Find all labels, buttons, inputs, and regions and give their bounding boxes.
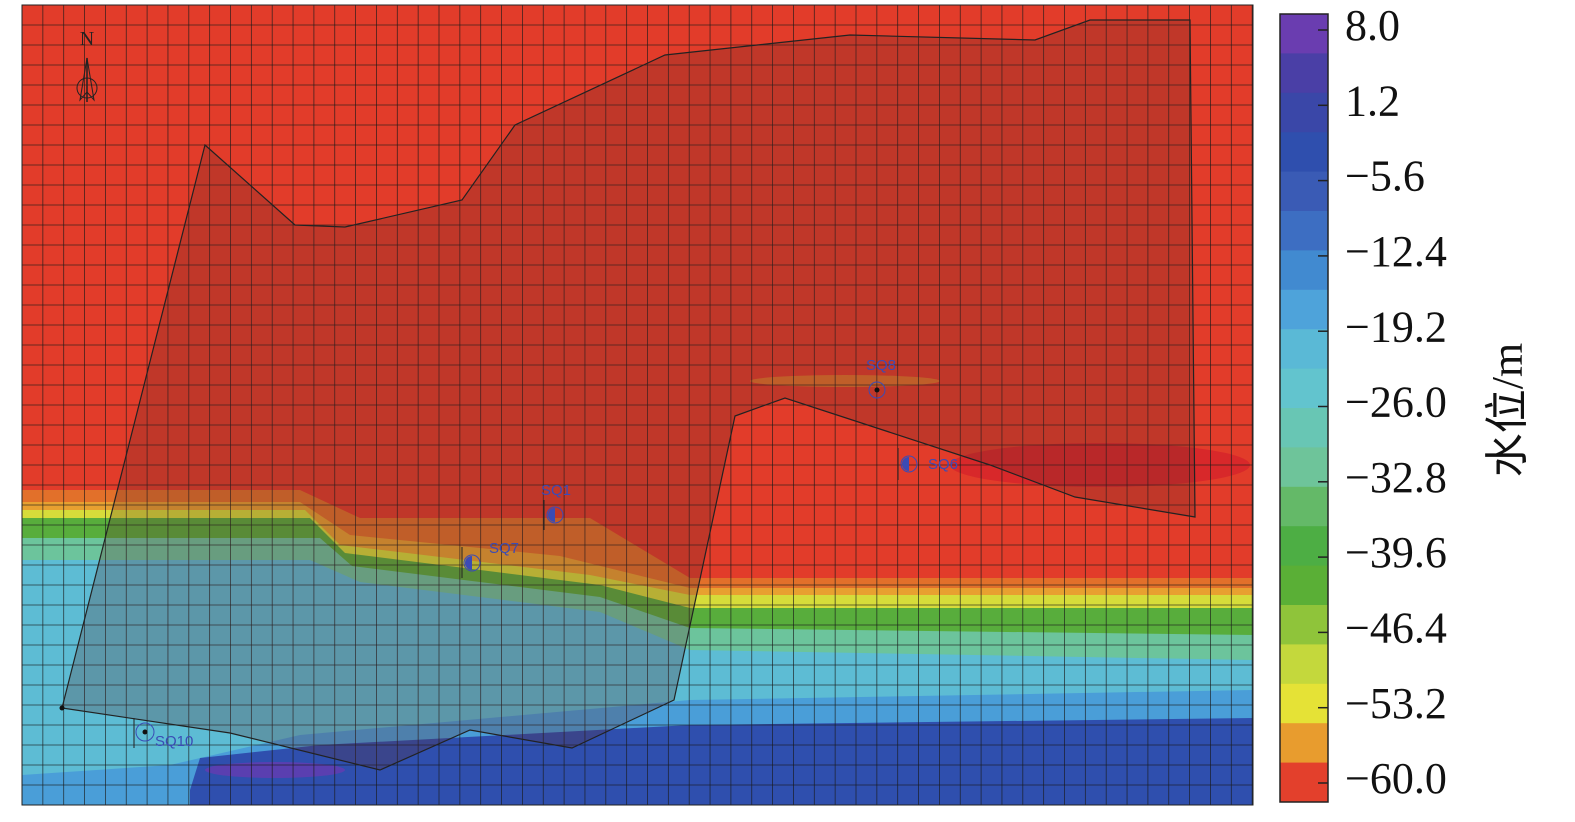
- colorbar-frame: [1279, 13, 1329, 803]
- well-symbol: [463, 554, 481, 572]
- colorbar: 8.0 1.2 −5.6 −12.4 −19.2 −26.0 −32.8 −39.6 −46.4…: [1279, 1, 1532, 803]
- well: SQ7: [461, 540, 519, 578]
- well-label: SQ1: [541, 482, 571, 499]
- well-label: SQ10: [155, 733, 193, 750]
- well: SQ1: [541, 482, 571, 530]
- well-symbol: [142, 729, 148, 735]
- colorbar-band: [1280, 132, 1328, 173]
- colorbar-band: [1280, 605, 1328, 645]
- tick-label: −39.6: [1345, 528, 1447, 577]
- colorbar-bands: [1280, 14, 1328, 803]
- well: SQ10: [133, 718, 193, 750]
- contour: [750, 375, 940, 387]
- tick-label: −26.0: [1345, 378, 1447, 427]
- well-symbol: [135, 722, 155, 742]
- tick-label: −12.4: [1345, 227, 1447, 276]
- vertex: [59, 705, 65, 711]
- well-symbol: [902, 457, 909, 471]
- well-symbol: [900, 455, 918, 473]
- well-symbol: [868, 381, 886, 399]
- colorbar-band: [1280, 526, 1328, 567]
- north-label: N: [80, 28, 94, 50]
- well-symbol: [546, 506, 564, 524]
- tick-label: 1.2: [1345, 76, 1400, 125]
- colorbar-band: [1280, 211, 1328, 251]
- map-frame: [21, 4, 1254, 806]
- contour: [190, 718, 1253, 805]
- well: SQ6: [897, 448, 958, 480]
- contour: [205, 762, 345, 778]
- colorbar-band: [1280, 408, 1328, 448]
- well-symbol: [465, 556, 472, 570]
- colorbar-band: [1280, 683, 1328, 724]
- tick-label: −19.2: [1345, 302, 1447, 351]
- tick-label: −46.4: [1345, 603, 1447, 652]
- colorbar-ticks: 8.0 1.2 −5.6 −12.4 −19.2 −26.0 −32.8 −39.6 −46.4…: [1318, 1, 1447, 803]
- tick-label: −60.0: [1345, 754, 1447, 803]
- well-symbol: [874, 387, 880, 393]
- tick-label: −5.6: [1345, 152, 1425, 201]
- well-label: SQ8: [866, 357, 896, 374]
- model-boundary: [61, 19, 1196, 771]
- colorbar-band: [1280, 171, 1328, 212]
- colorbar-band: [1280, 14, 1328, 54]
- well-label: SQ6: [928, 456, 958, 473]
- tick-label: −53.2: [1345, 679, 1447, 728]
- colorbar-band: [1280, 329, 1328, 370]
- colorbar-band: [1280, 250, 1328, 291]
- colorbar-band: [1280, 565, 1328, 606]
- colorbar-band: [1280, 368, 1328, 409]
- well-symbol: [548, 508, 555, 522]
- colorbar-band: [1280, 723, 1328, 764]
- colorbar-band: [1280, 53, 1328, 94]
- colorbar-band: [1280, 486, 1328, 527]
- north-circle: [76, 77, 98, 99]
- tick-label: 8.0: [1345, 1, 1400, 50]
- well-label: SQ7: [489, 540, 519, 557]
- colorbar-band: [1280, 289, 1328, 330]
- colorbar-band: [1280, 644, 1328, 685]
- tick-label: −32.8: [1345, 453, 1447, 502]
- colorbar-band: [1280, 92, 1328, 133]
- colorbar-title: 水位/m: [1483, 343, 1532, 477]
- model-grid: [21, 4, 1253, 806]
- well: SQ8: [866, 357, 896, 399]
- map: N SQ8 SQ6 SQ1 SQ7: [21, 4, 1254, 806]
- north-needle: [79, 57, 95, 102]
- north-arrow: N: [76, 28, 98, 102]
- colorbar-band: [1280, 447, 1328, 488]
